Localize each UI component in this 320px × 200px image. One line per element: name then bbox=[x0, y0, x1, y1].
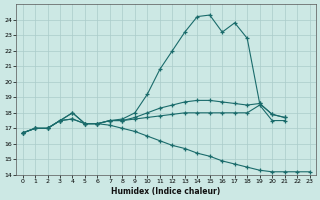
X-axis label: Humidex (Indice chaleur): Humidex (Indice chaleur) bbox=[111, 187, 221, 196]
